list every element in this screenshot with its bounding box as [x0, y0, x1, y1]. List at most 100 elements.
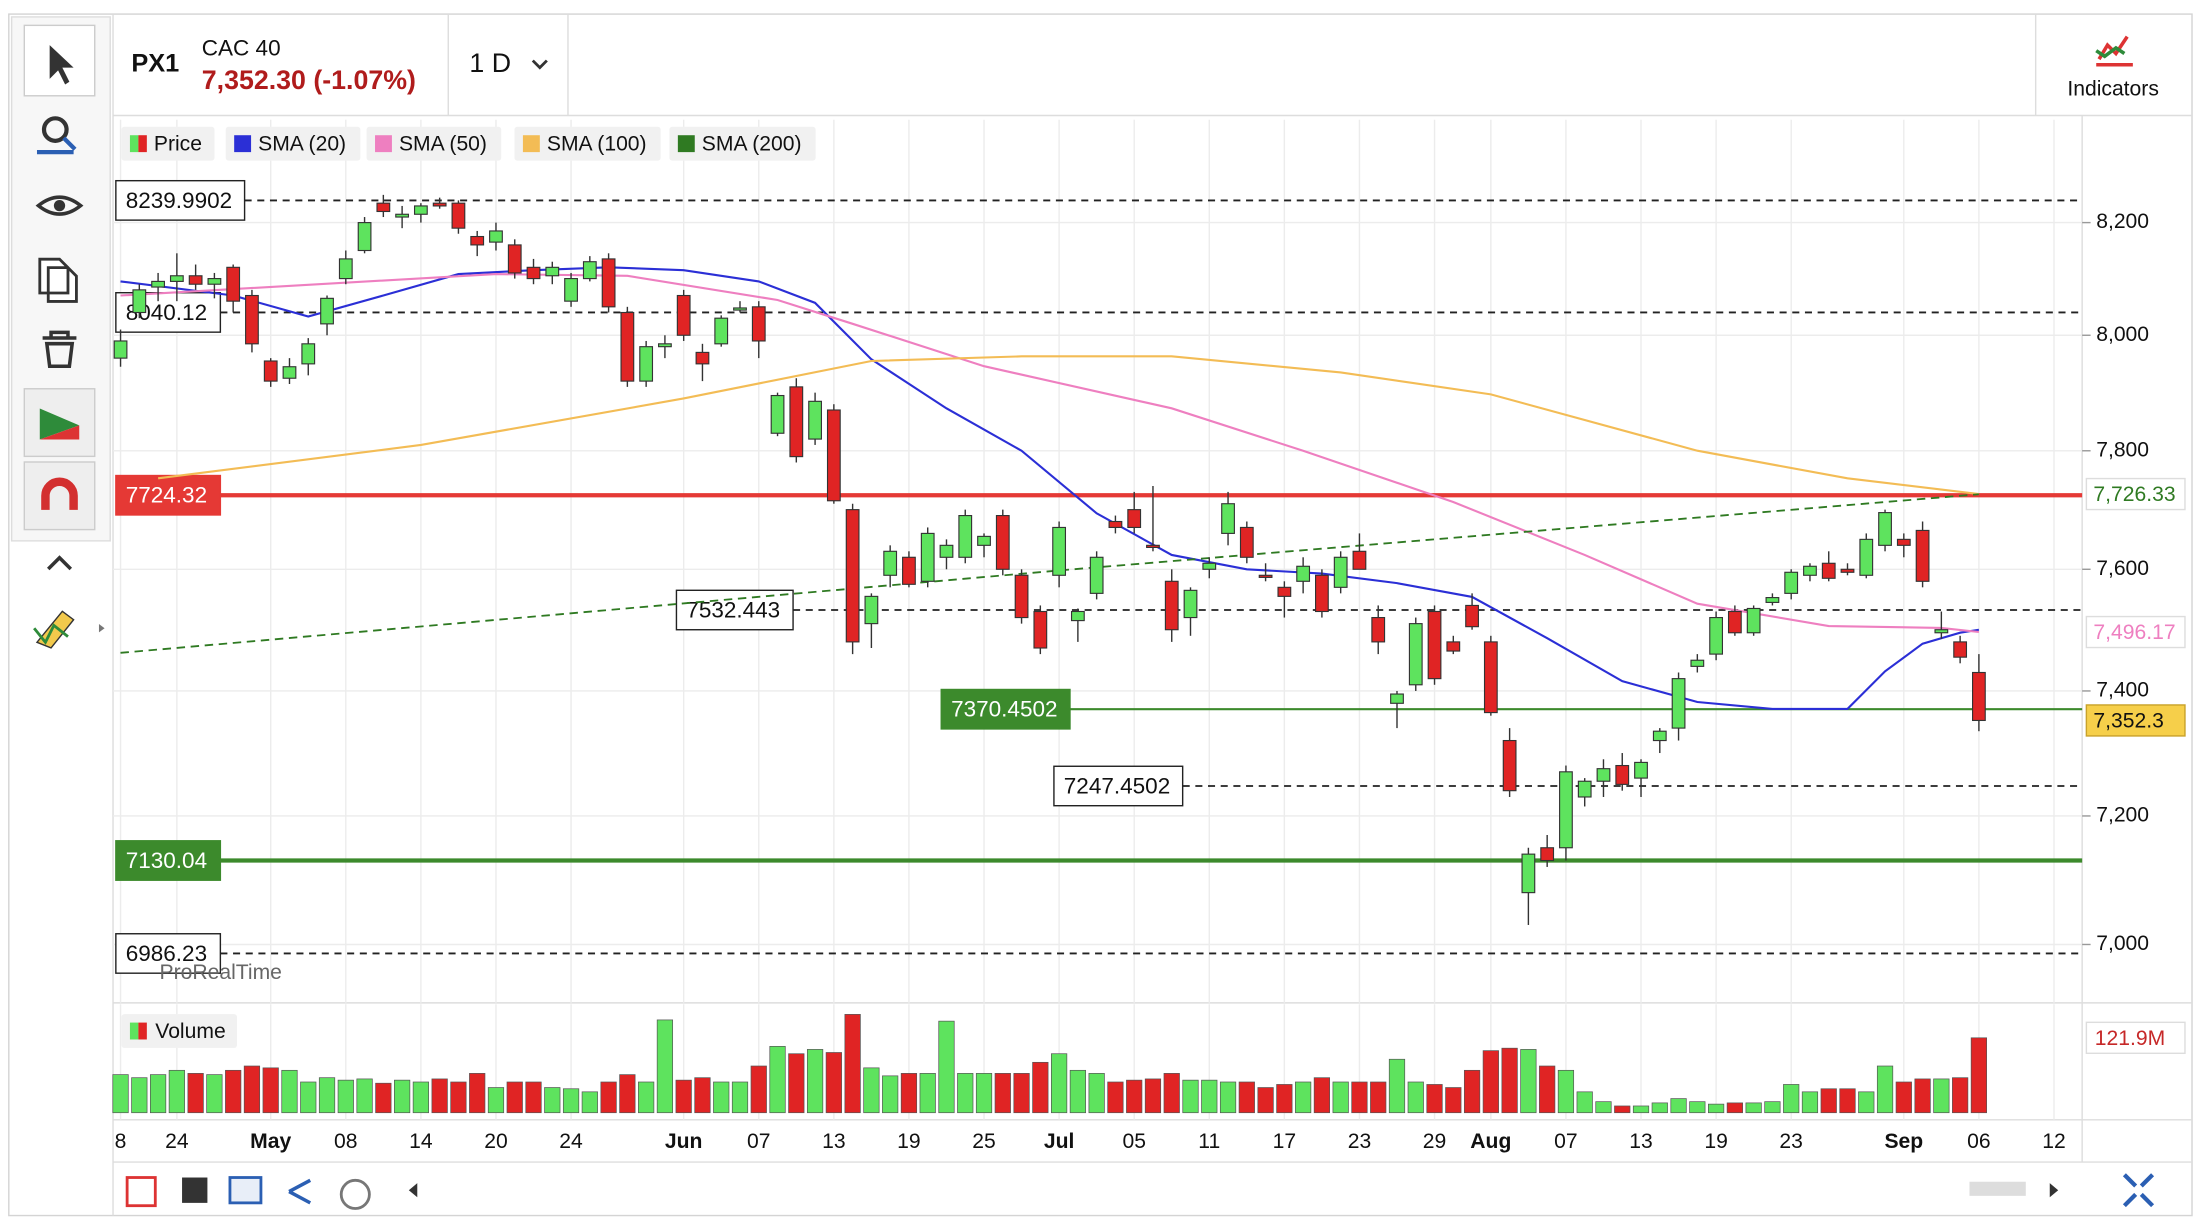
candle-body — [676, 294, 691, 336]
volume-bar — [1858, 1091, 1875, 1114]
interval[interactable]: 1 D — [469, 48, 511, 78]
candle-body — [1014, 574, 1029, 619]
volume-bar — [1126, 1079, 1143, 1114]
volume-bar — [281, 1069, 298, 1114]
collapse-toggle[interactable] — [47, 555, 73, 571]
volume-tag-label: 121.9M — [2095, 1027, 2165, 1050]
candle-body — [1052, 526, 1067, 576]
delete-tool[interactable] — [42, 330, 77, 368]
copy-tool[interactable] — [38, 257, 78, 303]
interval-chevron[interactable] — [531, 59, 548, 70]
candle-body — [920, 532, 935, 582]
volume-bar — [1914, 1078, 1931, 1114]
volume-bar — [1839, 1088, 1856, 1114]
candle-body — [1596, 768, 1611, 782]
volume-bar — [1351, 1081, 1368, 1114]
candle-body — [1615, 764, 1630, 785]
volume-bar — [1445, 1087, 1462, 1114]
scrollbar[interactable] — [1969, 1181, 2026, 1196]
candle-body — [1183, 589, 1198, 619]
candle-body — [1164, 580, 1179, 631]
candle-body — [1896, 538, 1911, 546]
volume-bar — [1313, 1077, 1331, 1114]
x-tick-label: 08 — [334, 1130, 357, 1153]
volume-bar — [1708, 1103, 1725, 1114]
top-bar: PX1 CAC 40 7,352.30 (-1.07%) 1 D Indicat… — [112, 14, 2193, 1216]
x-tick-label: May — [250, 1130, 291, 1153]
volume-bar — [900, 1073, 918, 1114]
x-tick-label: 17 — [1273, 1130, 1296, 1153]
scroll-left[interactable] — [408, 1183, 418, 1198]
price-tag — [2085, 615, 2186, 649]
candle-body — [432, 202, 447, 207]
save-tool[interactable] — [182, 1177, 208, 1203]
volume-tag — [2085, 1021, 2186, 1055]
volume-bar — [844, 1014, 861, 1114]
scroll-right[interactable] — [2049, 1183, 2059, 1198]
candle-body — [770, 394, 785, 434]
volume-bar — [262, 1067, 279, 1114]
legend-swatch — [138, 135, 147, 153]
share-tool[interactable] — [288, 1178, 312, 1205]
draw-more[interactable] — [98, 623, 105, 633]
indicators-button[interactable]: Indicators — [2067, 78, 2159, 101]
volume-bar — [975, 1073, 993, 1114]
draw-icon — [33, 623, 69, 645]
volume-bar — [1501, 1047, 1518, 1114]
candle-body — [1577, 780, 1592, 798]
price-tag-label: 7,726.33 — [2093, 483, 2175, 506]
x-tick-label: 11 — [1198, 1130, 1220, 1153]
level-label: 7370.4502 — [951, 697, 1057, 722]
legend-swatch — [677, 135, 695, 153]
volume-bar — [1219, 1081, 1237, 1114]
fullscreen-tool[interactable] — [2122, 1173, 2155, 1208]
x-tick-label: 24 — [559, 1130, 583, 1153]
export-tool[interactable] — [125, 1176, 157, 1208]
volume-bar — [525, 1081, 542, 1114]
candle-body — [845, 509, 860, 643]
candle-body — [1352, 550, 1367, 570]
candle-body — [789, 386, 804, 458]
volume-bar — [1933, 1078, 1950, 1114]
help-tool[interactable] — [339, 1178, 371, 1210]
volume-bar — [1970, 1037, 1988, 1114]
eye-tool[interactable] — [35, 195, 84, 216]
volume-bar — [1332, 1081, 1349, 1114]
instrument-name: CAC 40 — [202, 35, 281, 60]
volume-bar — [1557, 1069, 1575, 1114]
x-tick-label: Aug — [1470, 1130, 1511, 1153]
candle-body — [620, 311, 635, 382]
legend-chip — [366, 126, 502, 161]
volume-bar — [1238, 1081, 1255, 1114]
candle-body — [883, 550, 898, 576]
layout-tool[interactable] — [228, 1176, 263, 1205]
candle-body — [151, 280, 165, 288]
trade-icon — [39, 408, 80, 440]
volume-bar — [300, 1081, 317, 1114]
sma-line — [120, 493, 1979, 654]
volume-bar — [544, 1087, 561, 1114]
zoom-tool[interactable] — [41, 116, 69, 143]
volume-title: Volume — [155, 1020, 225, 1043]
candle-body — [1146, 544, 1160, 549]
candle-body — [357, 222, 372, 252]
x-tick-label: Sep — [1884, 1130, 1923, 1153]
candle-body — [1108, 520, 1123, 529]
candle-body — [413, 205, 428, 215]
magnet-tool[interactable] — [23, 461, 96, 531]
level-label: 7247.4502 — [1064, 773, 1170, 798]
volume-bar — [656, 1019, 674, 1114]
volume-bar — [619, 1074, 636, 1114]
candle-body — [1202, 562, 1217, 570]
volume-bar — [149, 1074, 167, 1114]
volume-bar — [1520, 1049, 1537, 1114]
volume-bar — [1013, 1073, 1030, 1114]
volume-bar — [1370, 1081, 1387, 1114]
legend-swatch — [138, 1022, 147, 1040]
candle-body — [864, 595, 879, 625]
candle-body — [1821, 562, 1836, 579]
x-tick-label: 23 — [1779, 1130, 1802, 1153]
volume-bar — [1689, 1101, 1706, 1114]
x-tick-label: 8 — [115, 1130, 127, 1153]
